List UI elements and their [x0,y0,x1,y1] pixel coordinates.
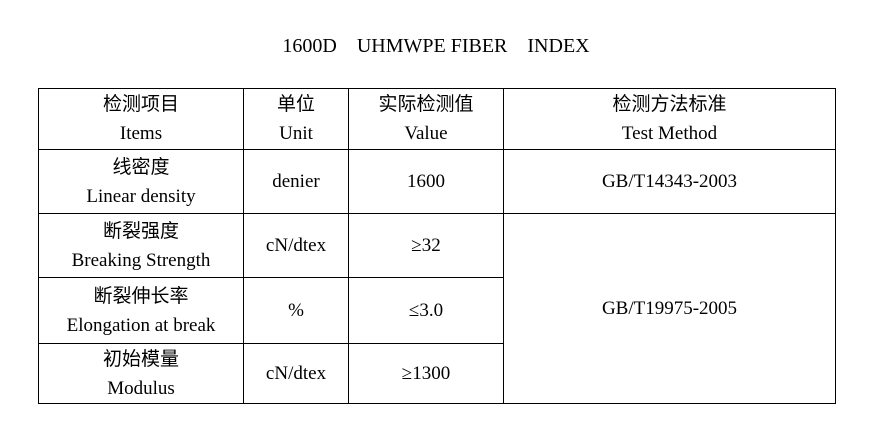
header-items-en: Items [119,123,163,144]
item-en: Elongation at break [66,314,216,336]
item-zh: 初始模量 [102,348,179,370]
header-value-zh: 实际检测值 [378,94,474,115]
table-row-linear-density: 线密度 Linear density denier 1600 GB/T14343… [38,149,836,214]
item-en: Breaking Strength [71,249,211,271]
item-zh: 断裂伸长率 [93,285,189,307]
value-cell-elongation: ≤3.0 [348,277,504,344]
item-zh: 线密度 [112,156,170,178]
header-unit-cell: 单位 Unit [243,88,349,150]
item-cell-linear-density: 线密度 Linear density [38,149,244,214]
table-row-breaking-strength: 断裂强度 Breaking Strength cN/dtex ≥32 GB/T1… [38,213,836,404]
header-method-cell: 检测方法标准 Test Method [503,88,836,150]
header-method-en: Test Method [621,123,718,144]
method-cell-linear-density: GB/T14343-2003 [503,149,836,214]
header-unit-zh: 单位 [276,94,315,115]
spec-table: 检测项目 Items 单位 Unit 实际检测值 Value 检测方法标准 Te… [38,88,836,404]
table-header-row: 检测项目 Items 单位 Unit 实际检测值 Value 检测方法标准 Te… [38,88,836,150]
table-row-modulus: 初始模量 Modulus cN/dtex ≥1300 [38,343,836,404]
header-items-cell: 检测项目 Items [38,88,244,150]
value-cell-modulus: ≥1300 [348,343,504,404]
header-method-zh: 检测方法标准 [612,94,727,115]
item-cell-breaking-strength: 断裂强度 Breaking Strength [38,213,244,278]
header-value-cell: 实际检测值 Value [348,88,504,150]
method-cell-merged: GB/T19975-2005 [503,213,836,404]
unit-cell-elongation: % [243,277,349,344]
item-cell-modulus: 初始模量 Modulus [38,343,244,404]
unit-cell-linear-density: denier [243,149,349,214]
item-zh: 断裂强度 [102,220,179,242]
value-cell-breaking-strength: ≥32 [348,213,504,278]
page-title: 1600D UHMWPE FIBER INDEX [282,35,590,57]
value-cell-linear-density: 1600 [348,149,504,214]
header-value-en: Value [404,123,448,144]
item-cell-elongation: 断裂伸长率 Elongation at break [38,277,244,344]
unit-cell-modulus: cN/dtex [243,343,349,404]
item-en: Linear density [86,185,196,207]
header-items-zh: 检测项目 [102,94,179,115]
unit-cell-breaking-strength: cN/dtex [243,213,349,278]
header-unit-en: Unit [279,123,313,144]
item-en: Modulus [107,377,175,399]
table-row-elongation: 断裂伸长率 Elongation at break % ≤3.0 [38,277,836,344]
